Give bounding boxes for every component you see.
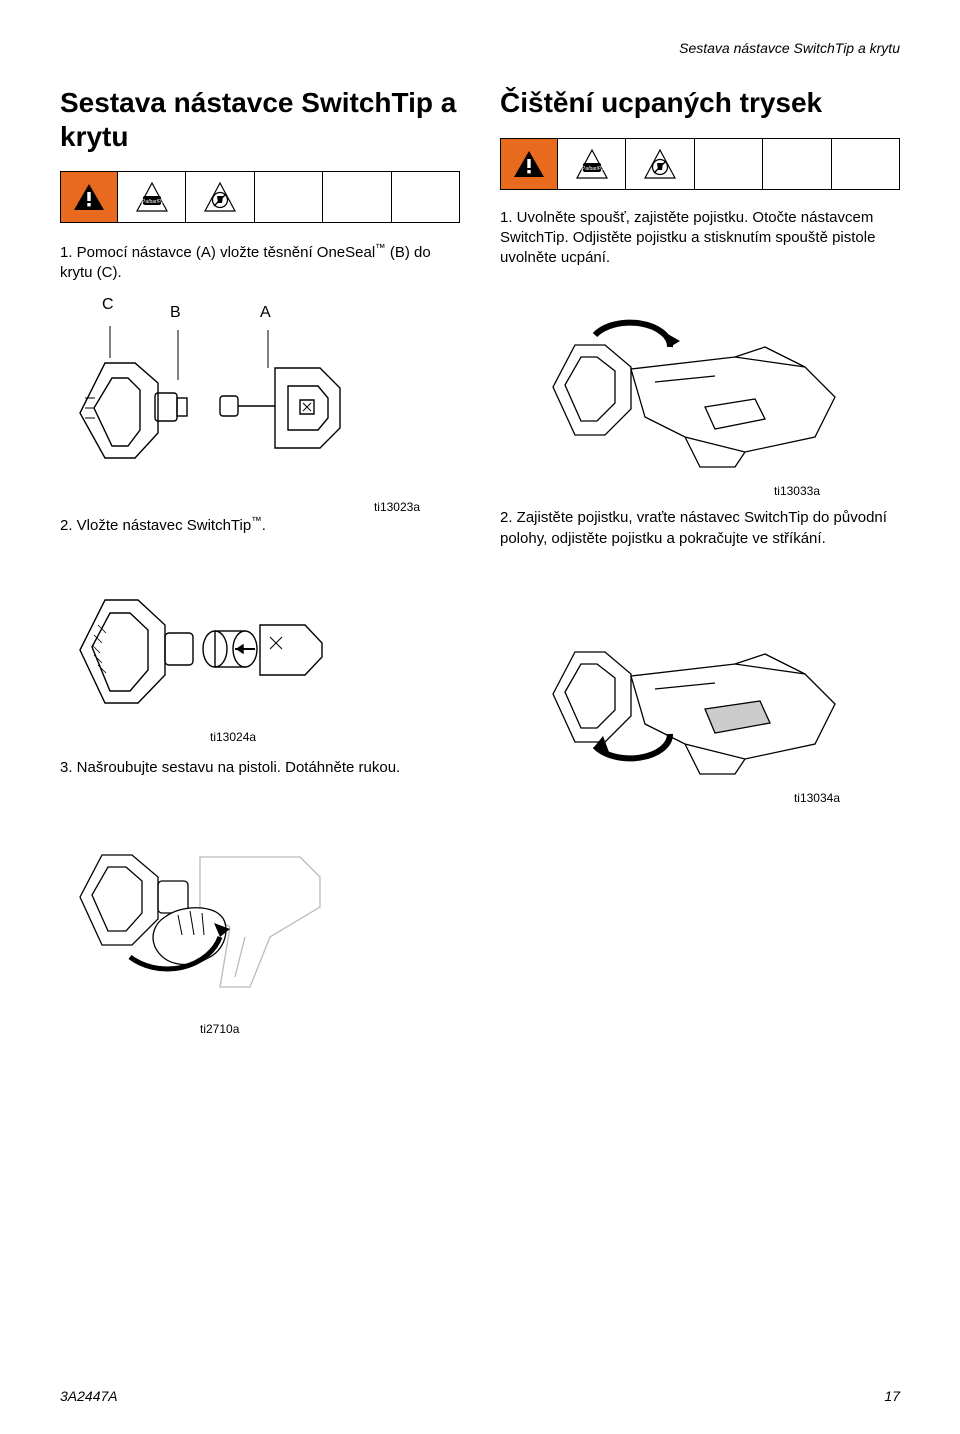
no-hand-icon <box>185 172 253 222</box>
figure-reverse-tip <box>500 282 900 482</box>
step-text: 2. Vložte nástavec SwitchTip <box>60 517 251 534</box>
blank-cell <box>391 172 459 222</box>
doc-code: 3A2447A <box>60 1388 118 1404</box>
step-text: . <box>262 517 266 534</box>
mpa-bar-psi-icon <box>557 139 625 189</box>
figure-code: ti13034a <box>794 791 840 805</box>
left-step-1: 1. Pomocí nástavce (A) vložte těsnění On… <box>60 241 460 284</box>
label-b: B <box>170 304 181 322</box>
figure-screw-on-gun <box>60 792 460 1012</box>
blank-cell <box>831 139 899 189</box>
left-step-3: 3. Našroubujte sestavu na pistoli. Dotáh… <box>60 758 460 778</box>
page-number: 17 <box>884 1388 900 1404</box>
warning-triangle-icon <box>61 172 117 222</box>
right-column: Čištění ucpaných trysek 1. Uvolněte spou… <box>500 86 900 1038</box>
label-a: A <box>260 304 271 322</box>
left-warning-strip <box>60 171 460 223</box>
figure-code: ti13033a <box>774 484 820 498</box>
tm-mark: ™ <box>251 515 262 527</box>
figure-code: ti13024a <box>210 730 256 744</box>
right-title: Čištění ucpaných trysek <box>500 86 900 120</box>
step-text: 1. Pomocí nástavce (A) vložte těsnění On… <box>60 244 375 261</box>
mpa-bar-psi-icon <box>117 172 185 222</box>
warning-triangle-icon <box>501 139 557 189</box>
tm-mark: ™ <box>375 242 386 254</box>
blank-cell <box>254 172 322 222</box>
no-hand-icon <box>625 139 693 189</box>
blank-cell <box>694 139 762 189</box>
right-step-1: 1. Uvolněte spoušť, zajistěte pojistku. … <box>500 208 900 269</box>
blank-cell <box>322 172 390 222</box>
figure-code: ti2710a <box>200 1022 239 1036</box>
left-column: Sestava nástavce SwitchTip a krytu 1. Po… <box>60 86 460 1038</box>
figure-guard-assembly: C B A <box>60 298 460 498</box>
left-title: Sestava nástavce SwitchTip a krytu <box>60 86 460 153</box>
figure-insert-tip <box>60 550 460 720</box>
right-step-2: 2. Zajistěte pojistku, vraťte nástavec S… <box>500 508 900 549</box>
blank-cell <box>762 139 830 189</box>
label-c: C <box>102 296 114 314</box>
right-warning-strip <box>500 138 900 190</box>
page-footer: 3A2447A 17 <box>60 1388 900 1404</box>
left-step-2: 2. Vložte nástavec SwitchTip™. <box>60 514 460 536</box>
running-header: Sestava nástavce SwitchTip a krytu <box>60 40 900 56</box>
figure-return-tip <box>500 589 900 789</box>
figure-code: ti13023a <box>374 500 420 514</box>
